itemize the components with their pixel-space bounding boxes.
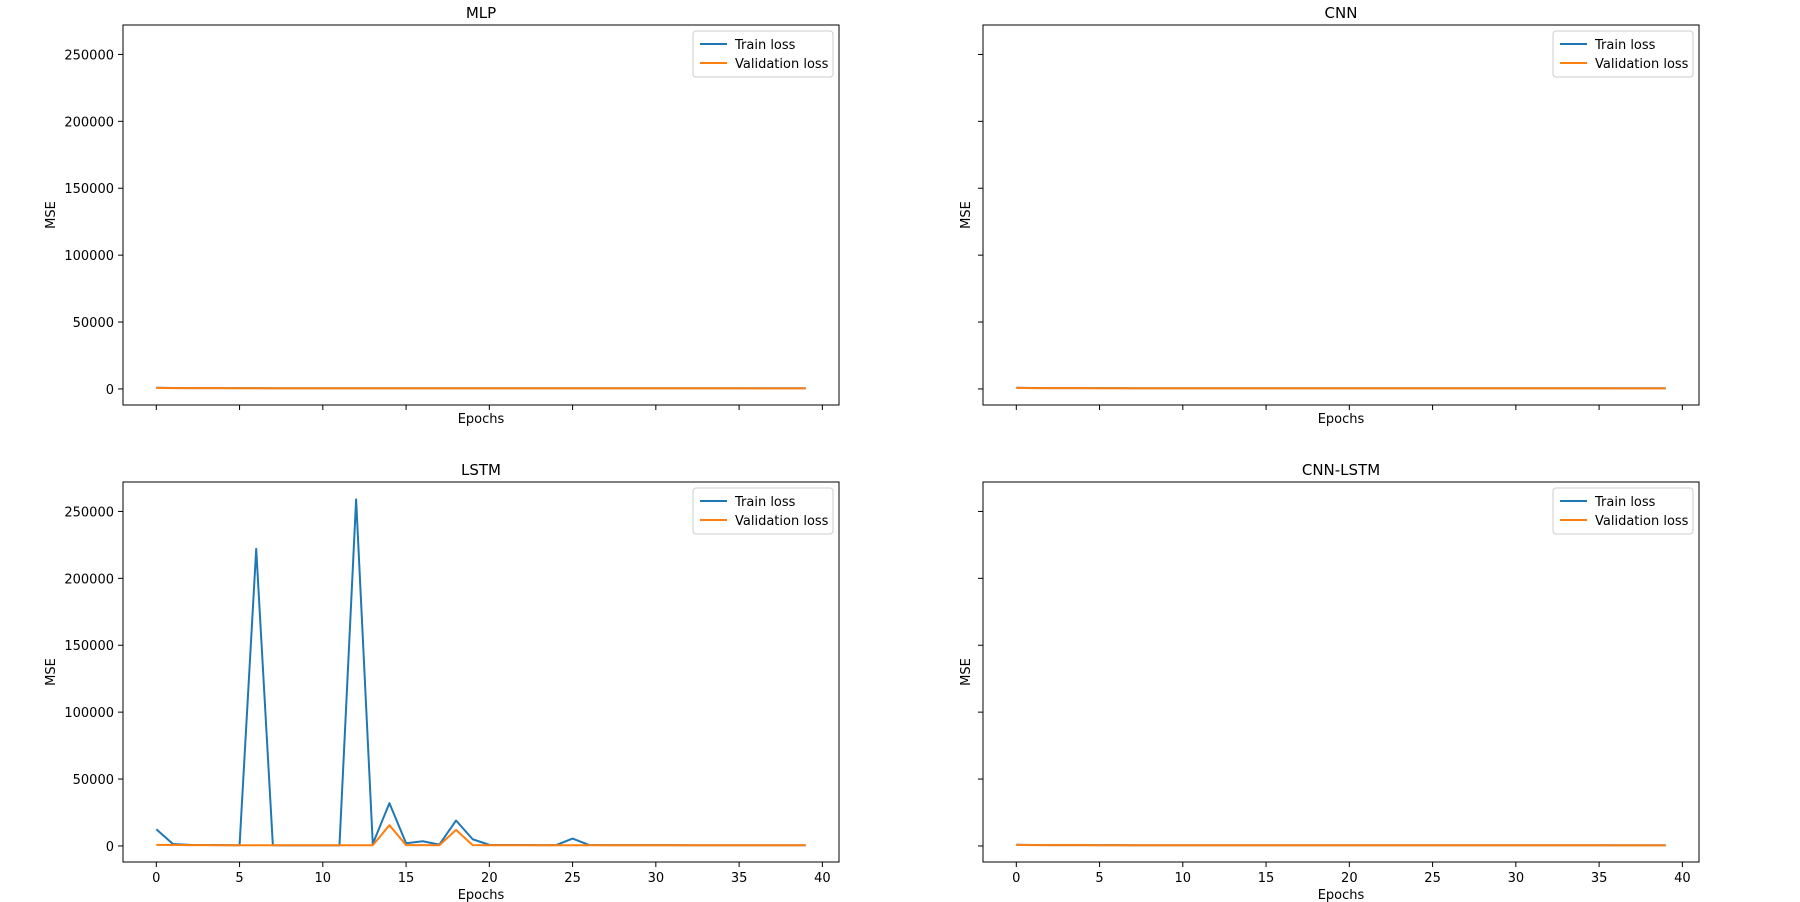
x-axis-label: Epochs — [1318, 412, 1365, 427]
y-tick-label: 150000 — [64, 639, 114, 654]
legend-label: Train loss — [1594, 495, 1656, 510]
x-tick-label: 40 — [1674, 871, 1691, 886]
legend-box — [692, 30, 834, 78]
x-tick-label: 5 — [1095, 871, 1103, 886]
legend-label: Validation loss — [1595, 57, 1689, 72]
y-axis-label: MSE — [44, 658, 59, 686]
x-axis-label: Epochs — [1318, 888, 1365, 902]
y-tick-label: 250000 — [64, 48, 114, 63]
y-tick-label: 100000 — [64, 706, 114, 721]
panel-mlp: MLP 0 50000 100000 150000 200000 250000 Epochs M… — [44, 4, 840, 427]
x-tick-label: 10 — [315, 871, 332, 886]
y-tick-label: 50000 — [73, 773, 114, 788]
x-tick-label: 0 — [1012, 871, 1020, 886]
x-tick-label: 40 — [814, 871, 831, 886]
legend: Train loss Validation loss — [1552, 487, 1694, 535]
x-tick-label: 35 — [731, 871, 748, 886]
legend-box — [1552, 30, 1694, 78]
plot-frame — [982, 24, 1700, 406]
y-axis-label: MSE — [959, 201, 974, 229]
x-tick-label: 20 — [481, 871, 498, 886]
chart-title: MLP — [466, 4, 496, 22]
panel-cnn: CNN Epochs MSE Train loss Validation loss — [959, 4, 1700, 427]
plot-frame — [122, 24, 840, 406]
x-tick-label: 15 — [398, 871, 415, 886]
x-tick-label: 25 — [1424, 871, 1441, 886]
y-tick-label: 0 — [106, 840, 114, 855]
x-tick-label: 15 — [1258, 871, 1275, 886]
y-axis-label: MSE — [959, 658, 974, 686]
chart-title: CNN-LSTM — [1302, 461, 1380, 479]
legend-label: Train loss — [1594, 38, 1656, 53]
x-tick-label: 20 — [1341, 871, 1358, 886]
y-tick-label: 150000 — [64, 182, 114, 197]
plot-frame — [122, 481, 840, 863]
y-tick-label: 250000 — [64, 505, 114, 520]
chart-title: CNN — [1325, 4, 1358, 22]
legend: Train loss Validation loss — [692, 487, 834, 535]
panel-cnn-lstm: CNN-LSTM 0 5 10 15 20 25 30 35 40 Epochs MSE Train l… — [959, 461, 1700, 902]
x-tick-label: 10 — [1175, 871, 1192, 886]
panel-lstm: LSTM 0 5 10 15 20 25 30 35 40 0 50000 100000 150000 20… — [44, 461, 840, 902]
legend-label: Validation loss — [1595, 514, 1689, 529]
legend-label: Train loss — [734, 495, 796, 510]
plot-frame — [982, 481, 1700, 863]
legend-box — [692, 487, 834, 535]
x-tick-label: 30 — [648, 871, 665, 886]
legend-label: Validation loss — [735, 57, 829, 72]
series-line-validation — [156, 824, 806, 847]
x-tick-label: 30 — [1508, 871, 1525, 886]
legend: Train loss Validation loss — [1552, 30, 1694, 78]
y-axis-label: MSE — [44, 201, 59, 229]
legend-box — [1552, 487, 1694, 535]
legend: Train loss Validation loss — [692, 30, 834, 78]
chart-title: LSTM — [461, 461, 501, 479]
y-tick-label: 200000 — [64, 572, 114, 587]
y-tick-label: 200000 — [64, 115, 114, 130]
x-tick-label: 25 — [564, 871, 581, 886]
x-tick-label: 35 — [1591, 871, 1608, 886]
legend-label: Train loss — [734, 38, 796, 53]
x-axis-label: Epochs — [458, 888, 505, 902]
legend-label: Validation loss — [735, 514, 829, 529]
x-tick-label: 0 — [152, 871, 160, 886]
x-tick-label: 5 — [235, 871, 243, 886]
y-tick-label: 0 — [106, 383, 114, 398]
x-axis-label: Epochs — [458, 412, 505, 427]
y-tick-label: 100000 — [64, 249, 114, 264]
y-tick-label: 50000 — [73, 316, 114, 331]
